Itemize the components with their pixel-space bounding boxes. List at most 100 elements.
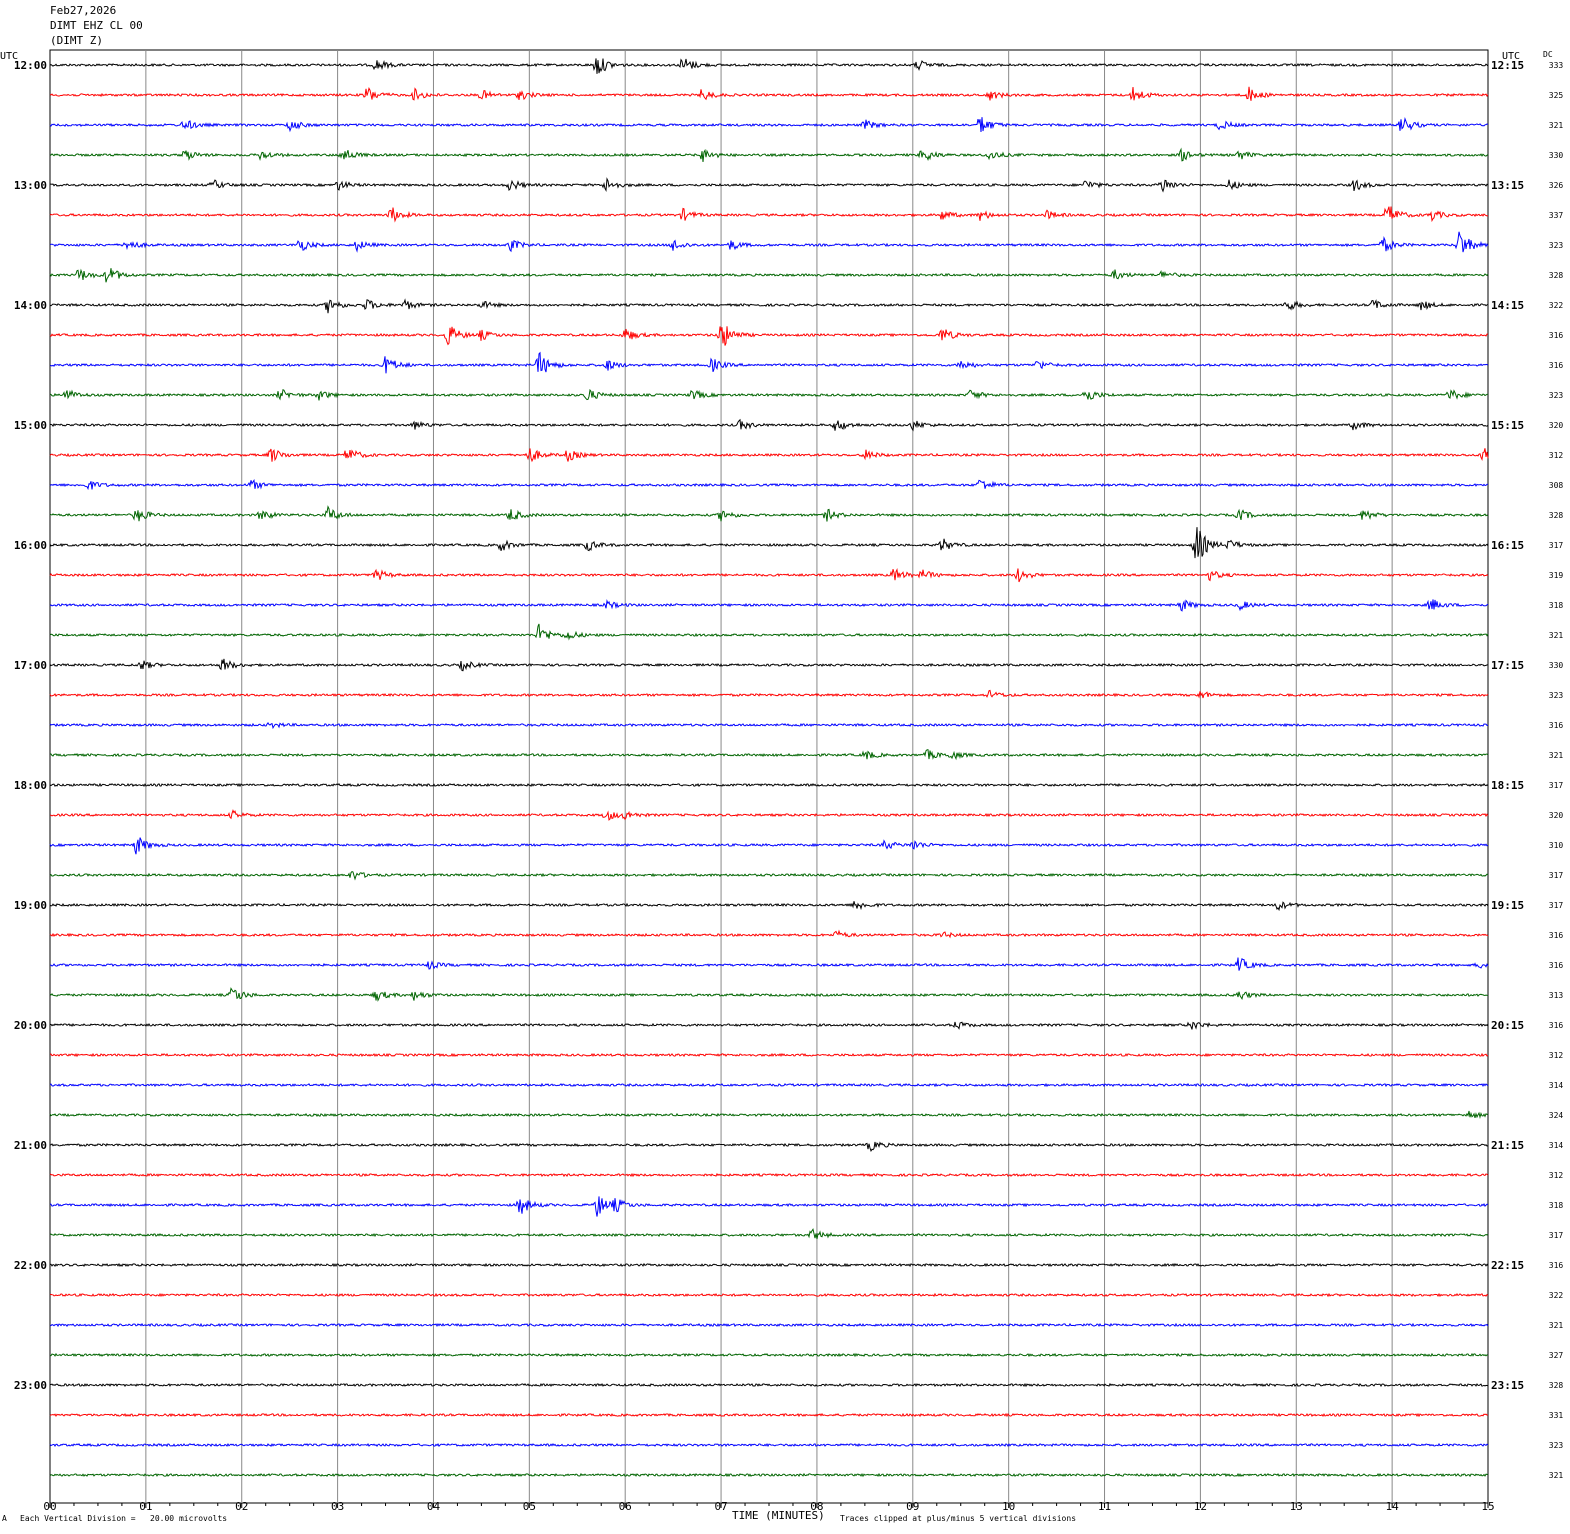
dc-value-label: 325	[1549, 91, 1564, 100]
dc-value-label: 327	[1549, 1351, 1564, 1360]
seismic-trace	[49, 1172, 1489, 1178]
dc-value-label: 314	[1549, 1141, 1564, 1150]
dc-value-label: 316	[1549, 361, 1564, 370]
hour-label-left: 13:00	[14, 179, 47, 192]
seismic-trace	[49, 351, 1489, 374]
dc-value-label: 318	[1549, 1201, 1564, 1210]
dc-value-label: 333	[1549, 61, 1564, 70]
dc-value-label: 330	[1549, 151, 1564, 160]
seismic-trace	[49, 298, 1489, 314]
seismic-trace	[49, 567, 1489, 583]
hour-label-right: 13:15	[1491, 179, 1524, 192]
seismic-trace	[49, 1228, 1489, 1240]
seismic-trace	[50, 177, 1489, 193]
hour-label-left: 22:00	[14, 1259, 47, 1272]
dc-value-label: 317	[1549, 781, 1564, 790]
x-tick-label: 07	[714, 1500, 727, 1513]
seismic-trace	[49, 929, 1489, 939]
seismic-trace	[49, 1382, 1489, 1388]
seismic-trace	[49, 1262, 1489, 1268]
seismic-trace	[49, 448, 1489, 463]
station-code: DIMT EHZ CL 00	[50, 19, 143, 32]
footer-mark: A	[2, 1514, 7, 1523]
left-utc-label: UTC	[0, 51, 18, 62]
hour-label-right: 18:15	[1491, 779, 1524, 792]
seismic-trace	[49, 1082, 1489, 1088]
seismic-trace	[49, 206, 1489, 223]
seismic-trace	[49, 871, 1489, 881]
x-tick-label: 09	[906, 1500, 919, 1513]
hour-label-right: 15:15	[1491, 419, 1524, 432]
seismic-trace	[49, 1021, 1489, 1030]
dc-value-label: 316	[1549, 1261, 1564, 1270]
hour-label-left: 20:00	[14, 1019, 47, 1032]
seismic-trace	[49, 658, 1488, 672]
hour-label-left: 18:00	[14, 779, 47, 792]
dc-value-label: 317	[1549, 541, 1564, 550]
hour-label-right: 20:15	[1491, 1019, 1524, 1032]
hour-label-left: 16:00	[14, 539, 47, 552]
hour-label-right: 16:15	[1491, 539, 1524, 552]
dc-value-label: 328	[1549, 511, 1564, 520]
dc-value-label: 330	[1549, 661, 1564, 670]
seismic-trace	[49, 722, 1489, 730]
dc-value-label: 321	[1549, 1321, 1564, 1330]
seismic-trace	[49, 58, 1489, 74]
dc-value-label: 328	[1549, 1381, 1564, 1390]
dc-value-label: 326	[1549, 181, 1564, 190]
dc-value-label: 316	[1549, 721, 1564, 730]
seismic-trace	[49, 527, 1489, 559]
x-tick-label: 00	[43, 1500, 56, 1513]
seismic-trace	[49, 478, 1489, 491]
seismic-trace	[49, 749, 1489, 761]
seismic-trace	[49, 1472, 1489, 1478]
dc-column-label: DC	[1543, 50, 1553, 59]
seismic-trace	[49, 1412, 1489, 1418]
hour-label-left: 21:00	[14, 1139, 47, 1152]
hour-label-left: 15:00	[14, 419, 47, 432]
x-tick-label: 01	[139, 1500, 152, 1513]
dc-value-label: 321	[1549, 1471, 1564, 1480]
dc-value-label: 324	[1549, 1111, 1564, 1120]
x-tick-label: 10	[1002, 1500, 1015, 1513]
hour-label-right: 17:15	[1491, 659, 1524, 672]
dc-value-label: 323	[1549, 391, 1564, 400]
dc-value-label: 312	[1549, 451, 1564, 460]
hour-label-left: 23:00	[14, 1379, 47, 1392]
station-component: (DIMT Z)	[50, 34, 103, 47]
seismic-trace	[49, 231, 1489, 253]
x-tick-label: 03	[331, 1500, 344, 1513]
dc-value-label: 317	[1549, 871, 1564, 880]
plot-date: Feb27,2026	[50, 4, 117, 17]
hour-label-right: 22:15	[1491, 1259, 1524, 1272]
dc-value-label: 321	[1549, 121, 1564, 130]
dc-value-label: 316	[1549, 961, 1564, 970]
seismic-trace	[49, 1141, 1489, 1153]
dc-value-label: 316	[1549, 331, 1564, 340]
x-tick-label: 15	[1481, 1500, 1494, 1513]
seismic-trace	[49, 1442, 1489, 1448]
dc-value-label: 323	[1549, 241, 1564, 250]
dc-value-label: 323	[1549, 1441, 1564, 1450]
plot-frame	[49, 49, 1489, 1504]
dc-value-label: 328	[1549, 271, 1564, 280]
hour-label-left: 14:00	[14, 299, 47, 312]
x-tick-label: 11	[1098, 1500, 1111, 1513]
seismic-trace	[50, 957, 1489, 971]
dc-value-label: 317	[1549, 901, 1564, 910]
hour-label-right: 23:15	[1491, 1379, 1524, 1392]
dc-value-label: 331	[1549, 1411, 1564, 1420]
hour-label-right: 12:15	[1491, 59, 1524, 72]
dc-value-label: 308	[1549, 481, 1564, 490]
dc-value-label: 310	[1549, 841, 1564, 850]
seismic-trace	[49, 147, 1489, 163]
seismic-trace	[49, 505, 1489, 522]
seismic-trace	[49, 1052, 1489, 1058]
seismic-trace	[49, 1352, 1489, 1358]
dc-value-label: 312	[1549, 1171, 1564, 1180]
dc-value-label: 312	[1549, 1051, 1564, 1060]
hour-label-right: 14:15	[1491, 299, 1524, 312]
x-tick-label: 06	[619, 1500, 632, 1513]
dc-value-label: 337	[1549, 211, 1564, 220]
